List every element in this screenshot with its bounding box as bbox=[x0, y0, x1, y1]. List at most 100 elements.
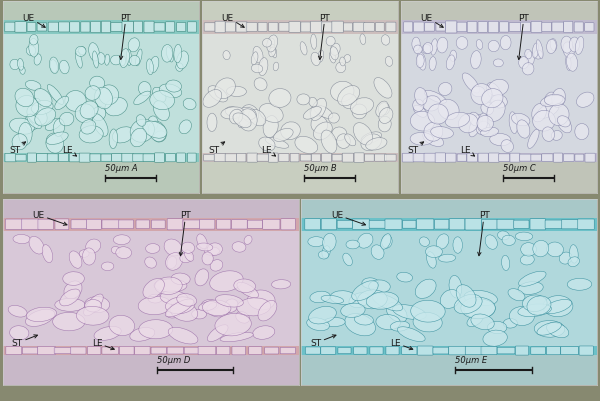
FancyBboxPatch shape bbox=[269, 23, 278, 32]
Ellipse shape bbox=[258, 301, 277, 321]
Ellipse shape bbox=[75, 105, 95, 124]
Ellipse shape bbox=[487, 322, 507, 334]
Bar bbox=[3, 21, 199, 34]
Ellipse shape bbox=[176, 52, 188, 70]
Ellipse shape bbox=[481, 128, 499, 137]
Ellipse shape bbox=[251, 65, 263, 74]
Text: 50μm E: 50μm E bbox=[455, 356, 487, 365]
FancyBboxPatch shape bbox=[515, 346, 529, 355]
Ellipse shape bbox=[295, 137, 318, 154]
FancyBboxPatch shape bbox=[217, 220, 231, 229]
Ellipse shape bbox=[566, 54, 578, 72]
FancyBboxPatch shape bbox=[416, 219, 434, 230]
Ellipse shape bbox=[224, 299, 238, 313]
Ellipse shape bbox=[511, 114, 530, 126]
Ellipse shape bbox=[525, 50, 532, 60]
Ellipse shape bbox=[215, 314, 251, 336]
FancyBboxPatch shape bbox=[545, 221, 562, 229]
FancyBboxPatch shape bbox=[55, 219, 69, 230]
FancyBboxPatch shape bbox=[111, 24, 122, 32]
FancyBboxPatch shape bbox=[187, 154, 196, 163]
FancyBboxPatch shape bbox=[281, 219, 295, 230]
Ellipse shape bbox=[453, 237, 463, 253]
FancyBboxPatch shape bbox=[15, 23, 26, 33]
FancyBboxPatch shape bbox=[342, 154, 353, 163]
Ellipse shape bbox=[99, 86, 119, 105]
FancyBboxPatch shape bbox=[300, 155, 311, 162]
Ellipse shape bbox=[64, 281, 82, 299]
FancyBboxPatch shape bbox=[214, 154, 226, 162]
Ellipse shape bbox=[500, 36, 511, 51]
FancyBboxPatch shape bbox=[354, 154, 364, 163]
Ellipse shape bbox=[259, 59, 268, 77]
Bar bbox=[202, 21, 398, 163]
Ellipse shape bbox=[321, 131, 337, 154]
FancyBboxPatch shape bbox=[176, 154, 185, 163]
Ellipse shape bbox=[481, 103, 494, 115]
FancyBboxPatch shape bbox=[184, 347, 199, 354]
Ellipse shape bbox=[471, 85, 492, 105]
Ellipse shape bbox=[232, 242, 246, 253]
Ellipse shape bbox=[253, 326, 275, 340]
FancyBboxPatch shape bbox=[385, 219, 402, 230]
FancyBboxPatch shape bbox=[183, 221, 200, 229]
Ellipse shape bbox=[477, 116, 493, 132]
FancyBboxPatch shape bbox=[48, 23, 58, 32]
Ellipse shape bbox=[392, 305, 426, 320]
FancyBboxPatch shape bbox=[176, 23, 186, 32]
FancyBboxPatch shape bbox=[5, 154, 16, 162]
Ellipse shape bbox=[464, 299, 495, 319]
Ellipse shape bbox=[353, 124, 373, 146]
FancyBboxPatch shape bbox=[279, 154, 289, 162]
Ellipse shape bbox=[254, 79, 267, 91]
Ellipse shape bbox=[331, 82, 354, 102]
Ellipse shape bbox=[470, 51, 481, 70]
Ellipse shape bbox=[183, 99, 196, 110]
FancyBboxPatch shape bbox=[226, 23, 235, 33]
Ellipse shape bbox=[134, 92, 151, 105]
FancyBboxPatch shape bbox=[225, 154, 236, 162]
FancyBboxPatch shape bbox=[133, 154, 143, 162]
Ellipse shape bbox=[180, 253, 193, 263]
Ellipse shape bbox=[376, 102, 388, 117]
Ellipse shape bbox=[487, 83, 501, 102]
Ellipse shape bbox=[552, 89, 565, 108]
FancyBboxPatch shape bbox=[199, 220, 215, 229]
FancyBboxPatch shape bbox=[376, 24, 384, 32]
FancyBboxPatch shape bbox=[575, 155, 584, 162]
Ellipse shape bbox=[431, 40, 437, 56]
FancyBboxPatch shape bbox=[436, 24, 445, 32]
Ellipse shape bbox=[46, 119, 62, 131]
Ellipse shape bbox=[543, 296, 573, 317]
Bar bbox=[301, 346, 597, 355]
Ellipse shape bbox=[307, 318, 329, 331]
Ellipse shape bbox=[323, 234, 336, 251]
Text: UE: UE bbox=[23, 14, 45, 28]
FancyBboxPatch shape bbox=[198, 346, 216, 355]
Ellipse shape bbox=[559, 253, 572, 264]
Ellipse shape bbox=[491, 95, 508, 109]
Ellipse shape bbox=[202, 300, 231, 316]
Ellipse shape bbox=[476, 41, 483, 50]
Ellipse shape bbox=[146, 60, 154, 75]
Bar bbox=[301, 218, 597, 231]
Ellipse shape bbox=[236, 312, 250, 323]
FancyBboxPatch shape bbox=[322, 23, 332, 33]
FancyBboxPatch shape bbox=[166, 154, 175, 162]
Text: ST: ST bbox=[310, 335, 336, 348]
Ellipse shape bbox=[47, 85, 64, 105]
Ellipse shape bbox=[109, 316, 134, 336]
Ellipse shape bbox=[119, 50, 130, 69]
Ellipse shape bbox=[139, 320, 173, 339]
FancyBboxPatch shape bbox=[353, 347, 367, 354]
Ellipse shape bbox=[374, 78, 392, 99]
Bar bbox=[3, 21, 199, 163]
Ellipse shape bbox=[197, 243, 213, 251]
FancyBboxPatch shape bbox=[79, 154, 90, 163]
Ellipse shape bbox=[143, 122, 167, 139]
Ellipse shape bbox=[29, 237, 44, 254]
FancyBboxPatch shape bbox=[457, 155, 467, 162]
Ellipse shape bbox=[166, 297, 195, 314]
Ellipse shape bbox=[308, 307, 337, 324]
Ellipse shape bbox=[164, 239, 182, 256]
